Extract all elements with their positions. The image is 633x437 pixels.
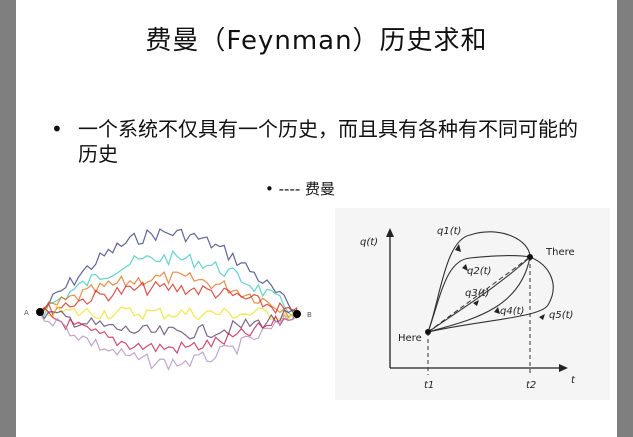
bullet-text: 一个系统不仅具有一个历史，而且具有各种有不同可能的历史	[78, 117, 578, 166]
x-axis-label: t	[571, 375, 576, 386]
x-axis-arrow-icon	[559, 364, 568, 372]
bullet-dot: •	[51, 117, 63, 141]
y-axis-label: q(t)	[360, 237, 378, 248]
q1-label: q1(t)	[437, 226, 461, 237]
arrow-icon	[473, 300, 479, 306]
endpoint-b-dot	[293, 310, 301, 318]
path-q5	[427, 256, 554, 333]
random-path	[39, 228, 298, 317]
there-point	[527, 254, 533, 260]
q5-label: q5(t)	[549, 310, 573, 321]
here-label: Here	[398, 333, 422, 344]
path-q3	[427, 256, 531, 333]
random-path	[39, 311, 298, 371]
straight-dashed-path	[427, 256, 531, 333]
path-integral-diagram: q(t) t Here There t1 t2 q1(t) q2(t) q3(t…	[335, 208, 610, 400]
random-paths-figure	[39, 228, 298, 371]
endpoint-a-dot	[36, 308, 44, 316]
there-label: There	[545, 247, 575, 258]
random-path	[39, 280, 298, 317]
random-path	[39, 309, 298, 340]
random-path	[39, 304, 298, 321]
bullet-item: • 一个系统不仅具有一个历史，而且具有各种有不同可能的历史	[51, 117, 580, 167]
attribution-text: ---- 费曼	[278, 180, 336, 198]
y-axis-arrow-icon	[386, 228, 394, 237]
path-q2	[427, 255, 531, 333]
path-q1	[427, 231, 531, 333]
attribution: • ---- 费曼	[265, 180, 336, 198]
random-path	[39, 306, 298, 355]
q4-label: q4(t)	[500, 306, 524, 317]
path-q4	[427, 256, 531, 333]
t1-label: t1	[424, 380, 434, 391]
arrow-icon	[455, 244, 461, 252]
random-path	[39, 249, 298, 317]
q3-label: q3(t)	[465, 288, 489, 299]
slide-title: 费曼（Feynman）历史求和	[145, 26, 488, 56]
endpoint-a-label: A	[24, 309, 29, 317]
endpoint-b-label: B	[307, 311, 312, 319]
random-path	[39, 271, 298, 320]
arrow-icon	[539, 314, 545, 320]
arrow-icon	[494, 307, 500, 314]
t2-label: t2	[526, 380, 536, 391]
here-point	[425, 329, 431, 335]
q2-label: q2(t)	[467, 266, 491, 277]
arrow-icon	[462, 264, 468, 271]
